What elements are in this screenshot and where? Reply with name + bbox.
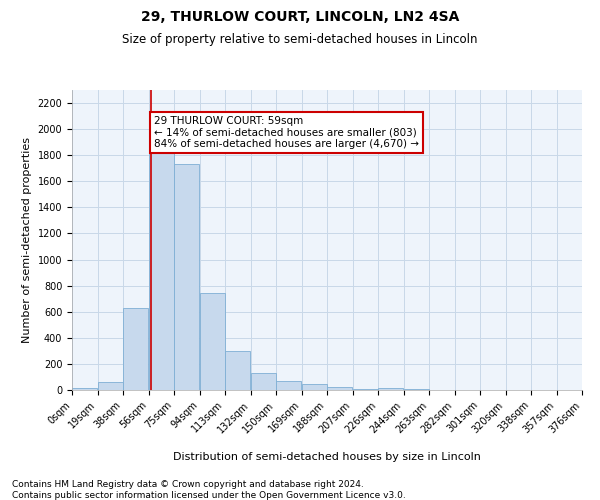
Bar — [225, 351, 250, 390]
Bar — [276, 381, 301, 390]
Bar — [353, 388, 378, 390]
Text: Contains HM Land Registry data © Crown copyright and database right 2024.: Contains HM Land Registry data © Crown c… — [12, 480, 364, 489]
Text: 29 THURLOW COURT: 59sqm
← 14% of semi-detached houses are smaller (803)
84% of s: 29 THURLOW COURT: 59sqm ← 14% of semi-de… — [154, 116, 419, 150]
Text: Size of property relative to semi-detached houses in Lincoln: Size of property relative to semi-detach… — [122, 32, 478, 46]
Bar — [98, 382, 123, 390]
Bar — [174, 164, 199, 390]
Text: Distribution of semi-detached houses by size in Lincoln: Distribution of semi-detached houses by … — [173, 452, 481, 462]
Bar — [72, 388, 97, 390]
Bar — [378, 388, 403, 390]
Bar — [200, 294, 225, 390]
Y-axis label: Number of semi-detached properties: Number of semi-detached properties — [22, 137, 32, 343]
Text: 29, THURLOW COURT, LINCOLN, LN2 4SA: 29, THURLOW COURT, LINCOLN, LN2 4SA — [141, 10, 459, 24]
Bar — [123, 308, 148, 390]
Bar — [302, 384, 327, 390]
Bar — [251, 373, 276, 390]
Text: Contains public sector information licensed under the Open Government Licence v3: Contains public sector information licen… — [12, 491, 406, 500]
Bar — [327, 386, 352, 390]
Bar — [149, 150, 174, 390]
